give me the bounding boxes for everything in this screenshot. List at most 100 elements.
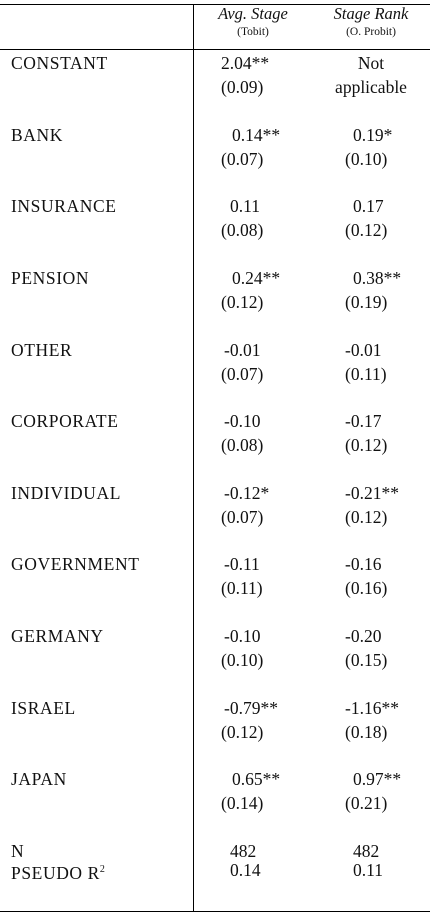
- column-subtitle: (O. Probit): [346, 25, 396, 38]
- stage-rank-cell: 0.97** (0.21): [312, 768, 430, 814]
- stage-rank-cell: 0.19* (0.10): [312, 124, 430, 170]
- standard-error: (0.07): [221, 364, 264, 384]
- standard-error: applicable: [335, 77, 407, 97]
- column-header-avg-stage: Avg. Stage (Tobit): [194, 4, 312, 38]
- row-label: INSURANCE: [11, 196, 117, 216]
- avg-stage-cell: -0.10 (0.08): [194, 410, 312, 456]
- coefficient: 0.11: [230, 196, 260, 216]
- standard-error: (0.12): [221, 722, 264, 742]
- pseudo-r-label: PSEUDO R: [11, 863, 100, 883]
- standard-error: (0.09): [221, 77, 264, 97]
- standard-error: (0.16): [345, 578, 388, 598]
- coefficient: -0.11: [224, 554, 260, 574]
- avg-stage-cell: 0.14** (0.07): [194, 124, 312, 170]
- avg-stage-cell: 482: [194, 840, 312, 862]
- coefficient: 0.19*: [353, 125, 393, 145]
- table-row: OTHER -0.01 (0.07) -0.01 (0.11): [0, 339, 430, 409]
- coefficient: -0.16: [345, 554, 382, 574]
- row-label: GOVERNMENT: [11, 554, 140, 574]
- standard-error: (0.08): [221, 435, 264, 455]
- row-label: ISRAEL: [11, 698, 76, 718]
- coefficient: -0.79**: [224, 698, 278, 718]
- pseudo-r2-value: 0.11: [353, 860, 383, 880]
- observation-count: 482: [230, 841, 257, 861]
- avg-stage-cell: 0.14: [194, 859, 312, 881]
- coefficient: -0.10: [224, 626, 261, 646]
- header-rule: [0, 49, 430, 50]
- standard-error: (0.10): [221, 650, 264, 670]
- stage-rank-cell: 0.11: [312, 859, 430, 881]
- standard-error: (0.11): [221, 578, 263, 598]
- standard-error: (0.19): [345, 292, 388, 312]
- coefficient: 0.24**: [232, 268, 281, 288]
- coefficient: -0.01: [224, 340, 261, 360]
- row-label: BANK: [11, 125, 63, 145]
- column-divider: [193, 4, 194, 912]
- table-row-n: N 482 482: [0, 840, 430, 866]
- standard-error: (0.18): [345, 722, 388, 742]
- table-row: GOVERNMENT -0.11 (0.11) -0.16 (0.16): [0, 553, 430, 623]
- stage-rank-cell: 0.38** (0.19): [312, 267, 430, 313]
- table-top-rule: [0, 4, 430, 5]
- table-row: JAPAN 0.65** (0.14) 0.97** (0.21): [0, 768, 430, 838]
- standard-error: (0.12): [345, 435, 388, 455]
- standard-error: (0.07): [221, 149, 264, 169]
- stage-rank-cell: -0.20 (0.15): [312, 625, 430, 671]
- stage-rank-cell: Not applicable: [312, 52, 430, 98]
- row-label: PSEUDO R2: [11, 859, 106, 884]
- table-row: CORPORATE -0.10 (0.08) -0.17 (0.12): [0, 410, 430, 480]
- coefficient: 0.97**: [353, 769, 402, 789]
- coefficient: 0.38**: [353, 268, 402, 288]
- stage-rank-cell: -1.16** (0.18): [312, 697, 430, 743]
- coefficient: -1.16**: [345, 698, 399, 718]
- column-title: Avg. Stage: [218, 4, 288, 23]
- coefficient: Not: [357, 53, 385, 73]
- coefficient: 0.65**: [232, 769, 281, 789]
- standard-error: (0.12): [345, 507, 388, 527]
- stage-rank-cell: -0.01 (0.11): [312, 339, 430, 385]
- standard-error: (0.12): [345, 220, 388, 240]
- stage-rank-cell: -0.21** (0.12): [312, 482, 430, 528]
- stage-rank-cell: -0.17 (0.12): [312, 410, 430, 456]
- coefficient: -0.17: [345, 411, 382, 431]
- row-label: OTHER: [11, 340, 73, 360]
- coefficient: -0.21**: [345, 483, 399, 503]
- standard-error: (0.21): [345, 793, 388, 813]
- table-row: BANK 0.14** (0.07) 0.19* (0.10): [0, 124, 430, 194]
- coefficient: -0.12*: [224, 483, 270, 503]
- row-label: CONSTANT: [11, 53, 108, 73]
- squared-superscript: 2: [99, 864, 106, 875]
- table-row: INDIVIDUAL -0.12* (0.07) -0.21** (0.12): [0, 482, 430, 552]
- standard-error: (0.11): [345, 364, 387, 384]
- avg-stage-cell: -0.79** (0.12): [194, 697, 312, 743]
- coefficient: -0.20: [345, 626, 382, 646]
- standard-error: (0.15): [345, 650, 388, 670]
- avg-stage-cell: -0.11 (0.11): [194, 553, 312, 599]
- pseudo-r2-value: 0.14: [230, 860, 261, 880]
- column-header-stage-rank: Stage Rank (O. Probit): [312, 4, 430, 38]
- column-title: Stage Rank: [333, 4, 409, 23]
- avg-stage-cell: 0.24** (0.12): [194, 267, 312, 313]
- row-label: N: [11, 841, 25, 861]
- avg-stage-cell: -0.10 (0.10): [194, 625, 312, 671]
- table-row: PENSION 0.24** (0.12) 0.38** (0.19): [0, 267, 430, 337]
- standard-error: (0.10): [345, 149, 388, 169]
- avg-stage-cell: 0.65** (0.14): [194, 768, 312, 814]
- avg-stage-cell: -0.12* (0.07): [194, 482, 312, 528]
- row-label: PENSION: [11, 268, 90, 288]
- avg-stage-cell: 2.04** (0.09): [194, 52, 312, 98]
- row-label: GERMANY: [11, 626, 104, 646]
- standard-error: (0.12): [221, 292, 264, 312]
- stage-rank-cell: 482: [312, 840, 430, 862]
- standard-error: (0.14): [221, 793, 264, 813]
- coefficient: -0.10: [224, 411, 261, 431]
- row-label: CORPORATE: [11, 411, 119, 431]
- table-row: INSURANCE 0.11 (0.08) 0.17 (0.12): [0, 195, 430, 265]
- table-row-pseudo-r2: PSEUDO R2 0.14 0.11: [0, 859, 430, 889]
- standard-error: (0.07): [221, 507, 264, 527]
- row-label: INDIVIDUAL: [11, 483, 122, 503]
- table-row: GERMANY -0.10 (0.10) -0.20 (0.15): [0, 625, 430, 695]
- coefficient: 0.14**: [232, 125, 281, 145]
- coefficient: 0.17: [353, 196, 384, 216]
- stage-rank-cell: -0.16 (0.16): [312, 553, 430, 599]
